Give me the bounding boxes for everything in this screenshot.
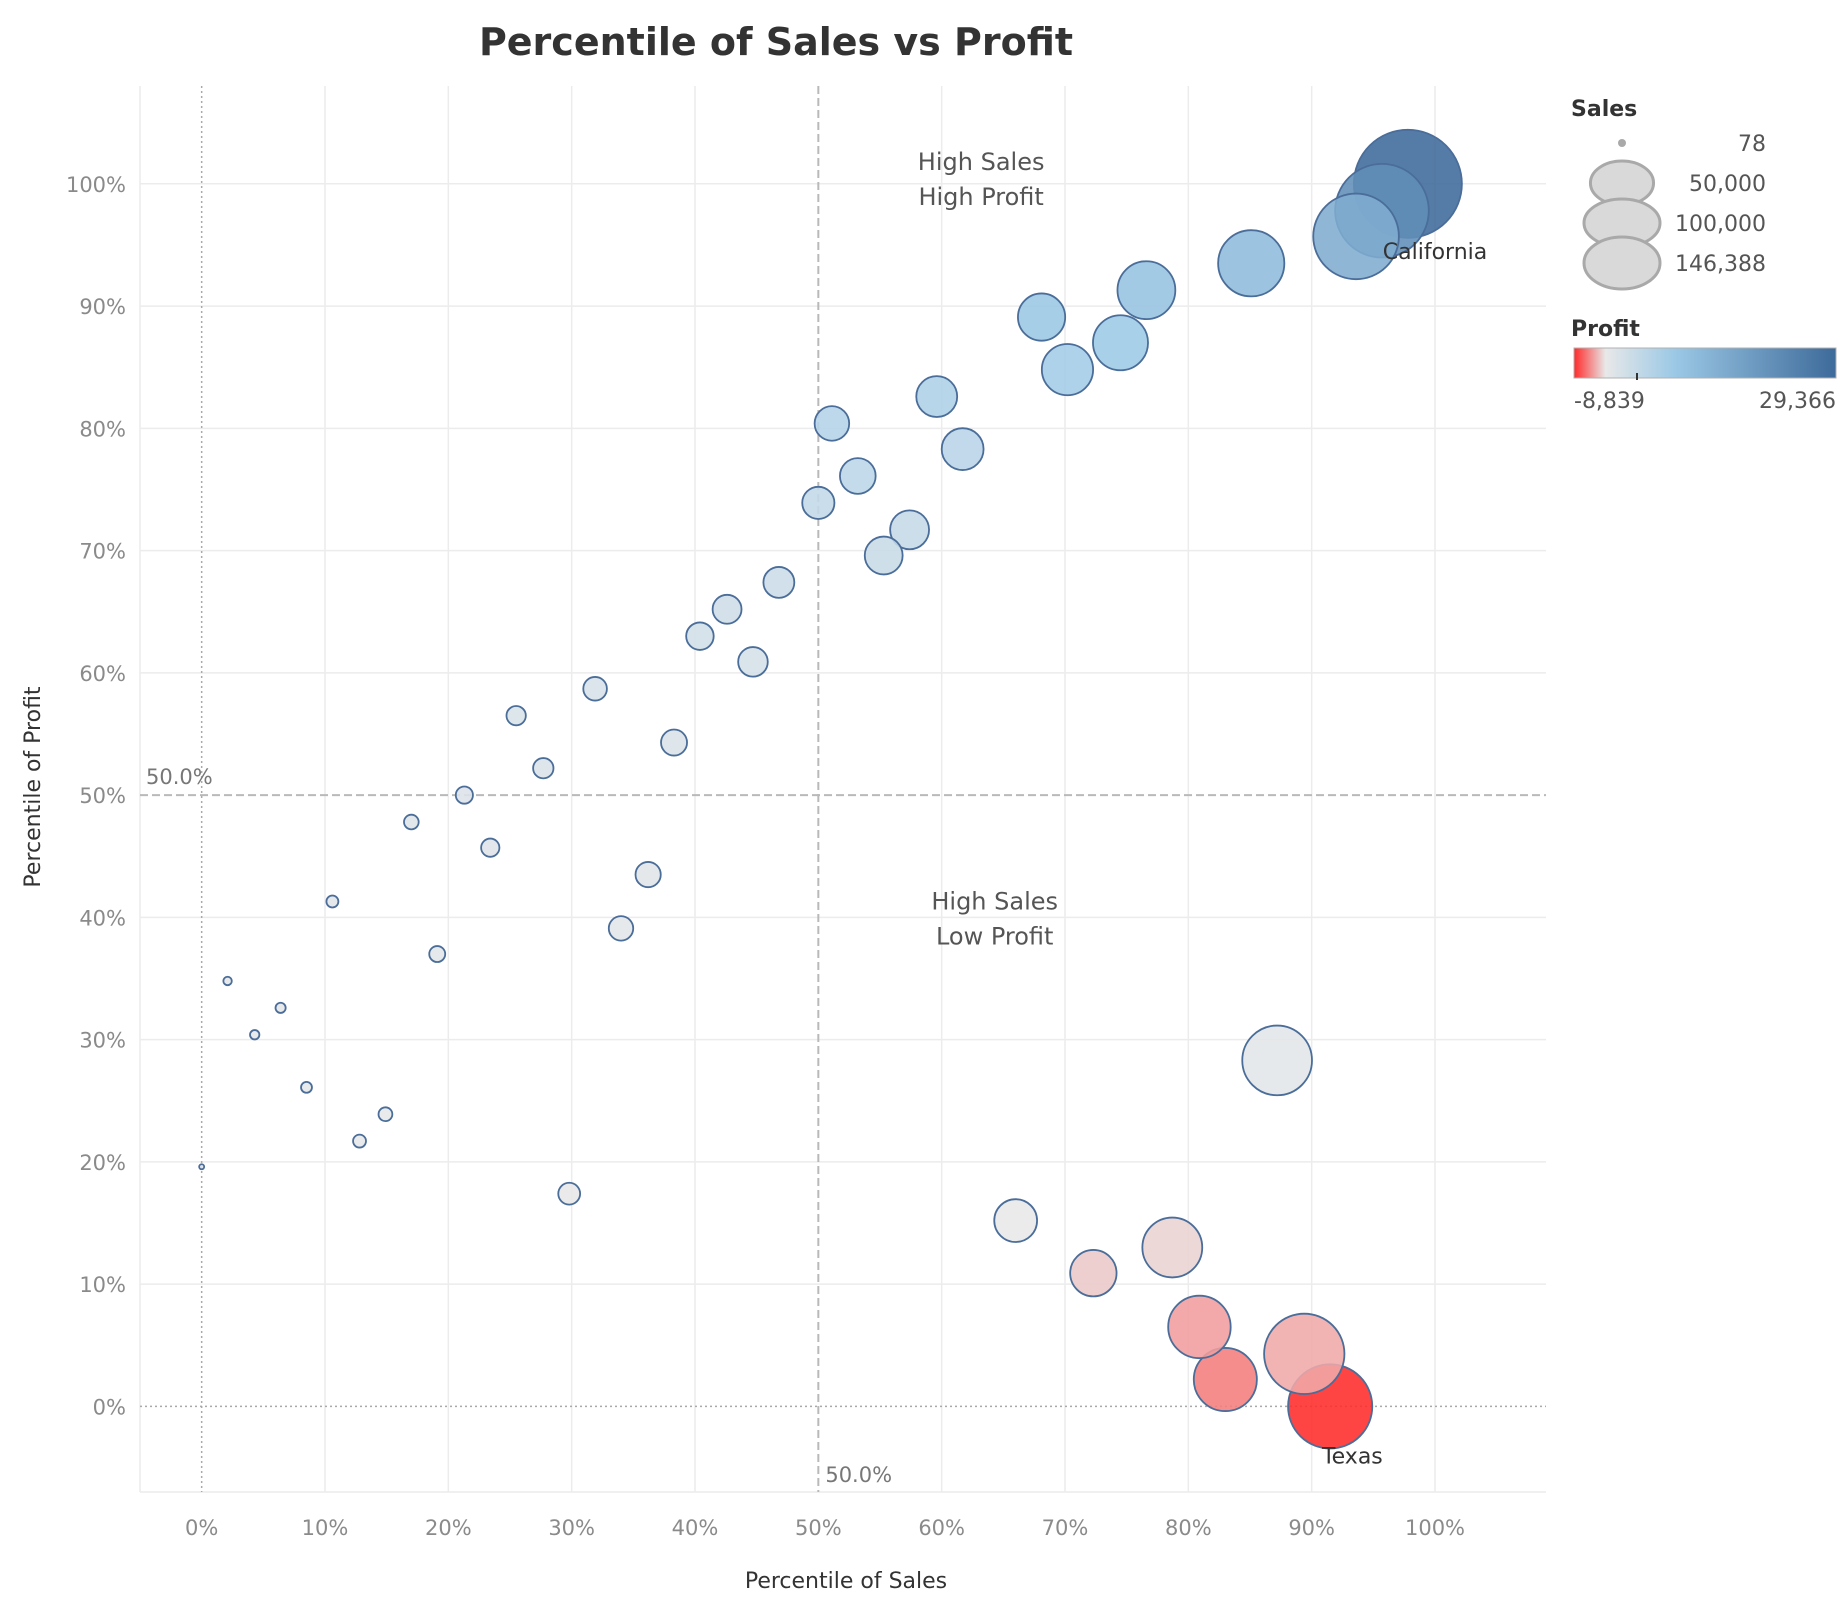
data-point	[582, 676, 608, 702]
y-axis-title: Percentile of Profit	[21, 686, 46, 887]
data-point	[1312, 192, 1400, 281]
data-point	[1263, 1312, 1346, 1395]
data-point	[249, 1029, 261, 1041]
data-point	[813, 405, 851, 442]
point-label: California	[1383, 240, 1487, 265]
color-legend-title: Profit	[1571, 317, 1640, 342]
data-point	[325, 894, 340, 909]
data-point	[685, 621, 715, 651]
x-reference-label: 50.0%	[825, 1463, 892, 1487]
point-label: Texas	[1321, 1444, 1383, 1469]
y-tick-label: 100%	[66, 173, 126, 197]
y-reference-label: 50.0%	[146, 765, 213, 789]
data-point	[428, 945, 447, 963]
data-point	[1069, 1249, 1118, 1298]
data-point	[1092, 314, 1149, 372]
data-point	[222, 975, 233, 987]
data-point	[762, 566, 796, 599]
data-point	[863, 535, 904, 576]
quadrant-label: High Sales Low Profit	[931, 887, 1058, 950]
y-tick-label: 60%	[79, 662, 126, 686]
y-tick-label: 20%	[79, 1151, 126, 1175]
data-point	[1217, 229, 1286, 298]
x-tick-label: 60%	[918, 1516, 965, 1540]
x-tick-label: 80%	[1165, 1516, 1212, 1540]
y-tick-label: 80%	[79, 417, 126, 441]
x-tick-label: 90%	[1288, 1516, 1335, 1540]
data-point	[889, 509, 930, 551]
x-tick-label: 20%	[425, 1516, 472, 1540]
size-legend-label: 78	[1738, 132, 1766, 157]
quadrant-label-line: Low Profit	[936, 922, 1054, 950]
x-tick-label: 40%	[672, 1516, 719, 1540]
chart-title: Percentile of Sales vs Profit	[479, 20, 1073, 64]
data-point	[403, 813, 420, 831]
y-tick-label: 70%	[79, 540, 126, 564]
y-tick-label: 90%	[79, 295, 126, 319]
data-point	[532, 757, 555, 780]
reference-lines: 50.0% 50.0%	[140, 86, 1546, 1492]
data-point	[737, 646, 769, 678]
data-point	[352, 1133, 367, 1149]
data-point	[505, 705, 527, 727]
size-legend-swatch	[1582, 235, 1662, 291]
data-point	[993, 1198, 1038, 1243]
size-legend-title: Sales	[1571, 97, 1637, 122]
data-point	[1192, 1347, 1258, 1412]
data-point	[454, 785, 474, 805]
x-tick-label: 50%	[795, 1516, 842, 1540]
data-point	[300, 1080, 313, 1094]
color-legend: Profit -8,839 29,366	[1571, 317, 1837, 414]
y-tick-label: 30%	[79, 1029, 126, 1053]
data-point	[1017, 292, 1067, 342]
size-legend: Sales 78 50,000 100,000 146,388	[1571, 97, 1766, 291]
data-point	[198, 1163, 206, 1171]
quadrant-label-line: High Sales	[918, 148, 1045, 176]
data-point	[915, 375, 959, 418]
data-point	[1141, 1216, 1204, 1279]
data-point	[801, 485, 836, 520]
data-point	[557, 1181, 582, 1206]
x-axis-title: Percentile of Sales	[745, 1569, 947, 1594]
y-tick-label: 50%	[79, 784, 126, 808]
size-legend-swatch	[1618, 139, 1626, 147]
x-tick-label: 0%	[185, 1516, 218, 1540]
data-point	[1040, 343, 1095, 397]
y-tick-label: 0%	[93, 1395, 126, 1419]
profit-gradient-bar	[1573, 347, 1837, 379]
data-point	[607, 915, 635, 942]
quadrant-label-line: High Sales	[931, 887, 1058, 915]
tick-labels: 0% 10% 20% 30% 40% 50% 60% 70% 80% 90% 100% 0% 10% 20…	[66, 173, 1465, 1540]
x-tick-label: 30%	[548, 1516, 595, 1540]
profit-min-label: -8,839	[1574, 389, 1645, 414]
data-point	[634, 861, 662, 889]
y-tick-label: 10%	[79, 1273, 126, 1297]
data-point	[480, 837, 501, 858]
profit-max-label: 29,366	[1759, 389, 1836, 414]
data-point	[660, 728, 688, 757]
x-tick-label: 10%	[302, 1516, 349, 1540]
y-tick-label: 40%	[79, 906, 126, 930]
size-legend-label: 100,000	[1675, 212, 1766, 237]
point-labels: California Texas	[1321, 240, 1487, 1469]
gridlines	[139, 86, 1546, 1493]
data-point	[274, 1001, 287, 1014]
quadrant-labels: High Sales High Profit High Sales Low Profi…	[918, 148, 1058, 951]
x-tick-label: 100%	[1405, 1516, 1465, 1540]
data-point	[1116, 260, 1177, 321]
data-points	[198, 128, 1463, 1450]
data-point	[940, 427, 985, 471]
data-point	[1167, 1294, 1232, 1360]
quadrant-label-line: High Profit	[918, 183, 1043, 211]
data-point	[1241, 1024, 1313, 1097]
x-tick-label: 70%	[1042, 1516, 1089, 1540]
size-legend-label: 50,000	[1689, 172, 1766, 197]
data-point	[711, 593, 743, 625]
quadrant-label: High Sales High Profit	[918, 148, 1045, 211]
data-point	[377, 1106, 394, 1123]
data-point	[839, 457, 877, 495]
size-legend-label: 146,388	[1675, 252, 1766, 277]
